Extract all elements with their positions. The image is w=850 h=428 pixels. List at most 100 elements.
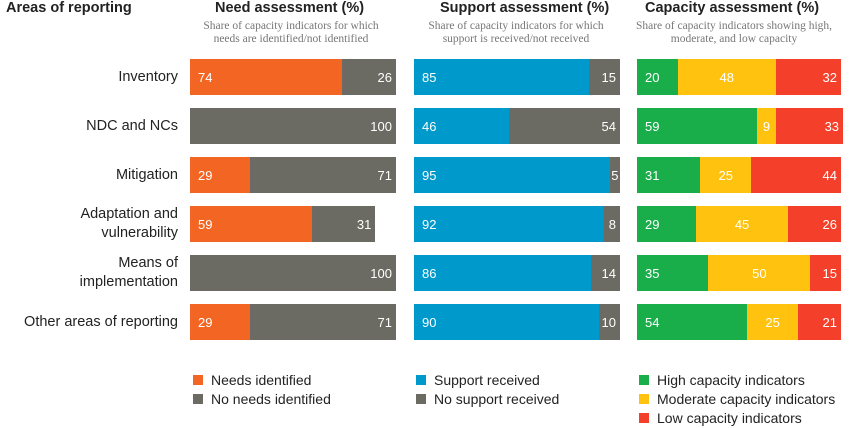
bar-value-label: 33	[824, 118, 840, 134]
panel-title-support: Support assessment (%)	[440, 0, 610, 16]
bar-segment: 71	[249, 304, 396, 340]
bar-value-label: 54	[645, 314, 660, 330]
legend-item: Moderate capacity indicators	[639, 391, 835, 407]
bar-value-label: 10	[601, 314, 616, 330]
row-label: Inventory	[0, 59, 178, 95]
bar-segment: 10	[599, 304, 620, 340]
bar-segment: 25	[747, 304, 799, 340]
legend-item: No needs identified	[193, 391, 331, 407]
row-label: Mitigation	[0, 157, 178, 193]
bar-segment: 9	[757, 108, 776, 144]
row-label: Adaptation and vulnerability	[0, 206, 178, 242]
bar-value-label: 92	[422, 216, 437, 232]
legend-swatch	[639, 375, 649, 385]
row-label-line: vulnerability	[101, 225, 178, 241]
bar-segment: 25	[700, 157, 752, 193]
legend-item: No support received	[416, 391, 559, 407]
bar-segment: 26	[787, 206, 841, 242]
bar-segment: 45	[696, 206, 788, 242]
bar-segment: 29	[637, 206, 697, 242]
bar-segment: 54	[637, 304, 748, 340]
subtitle-line: Share of capacity indicators showing hig…	[635, 20, 833, 32]
legend-item: Low capacity indicators	[639, 410, 802, 426]
panel-subtitle-capacity: Share of capacity indicators showing hig…	[620, 20, 848, 46]
bar-segment: 35	[637, 255, 709, 291]
row-label-line: Inventory	[118, 68, 178, 85]
legend-label: Needs identified	[211, 372, 312, 388]
bar-value-label: 59	[645, 118, 660, 134]
bar-value-label: 74	[198, 69, 213, 85]
bar-value-label: 9	[762, 118, 771, 134]
row-label-line: Means of	[118, 255, 178, 271]
bar-segment: 15	[810, 255, 841, 291]
legend-label: Moderate capacity indicators	[657, 391, 836, 407]
bar-value-label: 48	[719, 69, 734, 85]
bar-segment: 32	[775, 59, 841, 95]
bar-value-label: 95	[422, 167, 437, 183]
bar-segment: 20	[637, 59, 678, 95]
bar-segment: 31	[637, 157, 701, 193]
bar-segment: 44	[751, 157, 841, 193]
bar-value-label: 29	[198, 167, 213, 183]
bar-value-label: 14	[601, 265, 616, 281]
bar-segment: 29	[190, 304, 250, 340]
legend-label: No support received	[434, 391, 560, 407]
panel-subtitle-need: Share of capacity indicators for which n…	[186, 20, 396, 46]
bar-value-label: 50	[752, 265, 767, 281]
bar-value-label: 26	[822, 216, 837, 232]
bar-segment: 90	[414, 304, 600, 340]
bar-segment: 31	[311, 206, 376, 242]
legend-swatch	[639, 394, 649, 404]
bar-segment: 59	[190, 206, 312, 242]
bar-segment: 95	[414, 157, 610, 193]
bar-value-label: 31	[356, 216, 372, 232]
row-header: Areas of reporting	[6, 0, 132, 16]
bar-value-label: 100	[370, 118, 392, 134]
bar-segment: 14	[591, 255, 620, 291]
bar-segment: 29	[190, 157, 250, 193]
bar-segment: 92	[414, 206, 604, 242]
bar-value-label: 20	[645, 69, 660, 85]
legend-swatch	[193, 394, 203, 404]
bar-value-label: 31	[645, 167, 660, 183]
row-label-line: implementation	[79, 274, 178, 290]
bar-value-label: 54	[601, 118, 616, 134]
row-label-line: NDC and NCs	[86, 117, 178, 134]
row-label: NDC and NCs	[0, 108, 178, 144]
bar-segment: 100	[190, 255, 396, 291]
bar-segment: 48	[677, 59, 776, 95]
legend-item: Support received	[416, 372, 540, 388]
bar-segment: 33	[775, 108, 844, 144]
bar-value-label: 25	[765, 314, 780, 330]
bar-value-label: 90	[422, 314, 437, 330]
subtitle-line: needs are identified/not identified	[213, 33, 369, 45]
bar-value-label: 100	[370, 265, 392, 281]
row-label-line: Mitigation	[115, 166, 178, 183]
bar-segment: 5	[609, 157, 620, 193]
bar-segment: 54	[508, 108, 620, 144]
subtitle-line: support is received/not received	[442, 33, 590, 45]
bar-segment: 15	[589, 59, 620, 95]
bar-value-label: 71	[377, 314, 392, 330]
panel-subtitle-support: Share of capacity indicators for which s…	[410, 20, 622, 46]
row-label: Other areas of reporting	[0, 304, 178, 340]
bar-segment: 71	[249, 157, 396, 193]
legend-label: Low capacity indicators	[657, 410, 802, 426]
row-label: Means of implementation	[0, 255, 178, 291]
row-label-line: Adaptation and	[80, 206, 178, 222]
bar-segment: 21	[798, 304, 841, 340]
panel-title-capacity: Capacity assessment (%)	[645, 0, 820, 16]
bar-segment: 74	[190, 59, 343, 95]
legend-swatch	[639, 413, 649, 423]
row-label-line: Other areas of reporting	[24, 313, 178, 330]
bar-value-label: 44	[822, 167, 837, 183]
bar-value-label: 59	[198, 216, 213, 232]
bar-value-label: 85	[422, 69, 437, 85]
bar-value-label: 32	[822, 69, 837, 85]
bar-segment: 86	[414, 255, 592, 291]
bar-segment: 50	[708, 255, 811, 291]
legend-swatch	[416, 375, 426, 385]
bar-value-label: 35	[645, 265, 660, 281]
bar-segment: 8	[603, 206, 620, 242]
bar-value-label: 29	[198, 314, 213, 330]
